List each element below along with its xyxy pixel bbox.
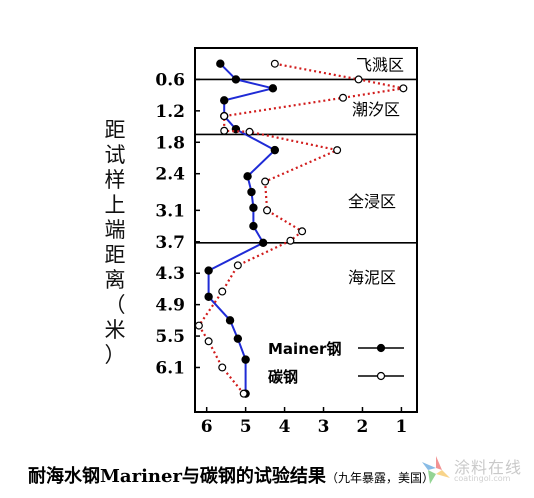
y-axis-label-char: 上 bbox=[104, 193, 126, 217]
zone-label: 飞溅区 bbox=[356, 56, 404, 75]
y-axis-label: 距试样上端距离（米） bbox=[100, 118, 130, 368]
figure-caption: 耐海水钢Mariner与碳钢的试验结果（九年暴露，美国） bbox=[28, 462, 434, 488]
data-point-carbon bbox=[204, 337, 213, 346]
data-point-mainer bbox=[268, 84, 278, 93]
zone-label: 全浸区 bbox=[348, 192, 396, 211]
y-axis-label-char: 试 bbox=[104, 143, 126, 167]
data-point-carbon bbox=[261, 177, 270, 186]
x-tick-label: 2 bbox=[357, 417, 369, 437]
data-point-mainer bbox=[270, 145, 280, 155]
data-point-mainer bbox=[247, 187, 256, 197]
x-tick-label: 4 bbox=[279, 417, 291, 437]
data-point-mainer bbox=[231, 75, 241, 84]
y-tick-label: 0.6 bbox=[155, 70, 185, 90]
watermark-logo-icon bbox=[422, 456, 450, 484]
data-point-mainer bbox=[204, 266, 213, 275]
x-tick-label: 1 bbox=[395, 417, 407, 437]
y-tick-label: 2.4 bbox=[155, 165, 185, 185]
data-point-carbon bbox=[399, 84, 408, 93]
watermark-text: 涂料在线 bbox=[454, 458, 523, 477]
data-point-mainer bbox=[258, 238, 268, 248]
legend-label: 碳钢 bbox=[268, 368, 298, 386]
y-tick-label: 3.7 bbox=[155, 233, 185, 253]
x-tick-label: 3 bbox=[318, 417, 330, 437]
y-axis-label-char: （ bbox=[104, 293, 126, 317]
data-point-carbon bbox=[218, 363, 227, 372]
y-tick-label: 4.9 bbox=[155, 296, 185, 316]
zone-label: 海泥区 bbox=[348, 268, 396, 287]
data-point-carbon bbox=[233, 261, 242, 270]
data-point-mainer bbox=[225, 316, 235, 325]
data-point-mainer bbox=[204, 292, 213, 301]
legend-marker bbox=[376, 371, 386, 381]
legend-marker bbox=[376, 343, 386, 353]
y-axis-label-char: 米 bbox=[104, 318, 126, 342]
data-point-mainer bbox=[233, 334, 243, 343]
x-tick-label: 5 bbox=[240, 417, 252, 437]
data-point-carbon bbox=[354, 75, 363, 84]
data-point-mainer bbox=[241, 355, 250, 364]
watermark-sub: coatingol.com bbox=[454, 474, 511, 483]
series-line-carbon bbox=[197, 62, 404, 395]
data-point-carbon bbox=[263, 206, 272, 215]
legend-label: Mainer钢 bbox=[268, 340, 341, 358]
data-point-carbon bbox=[339, 93, 348, 102]
y-tick-label: 4.3 bbox=[155, 264, 185, 284]
y-tick-label: 1.8 bbox=[155, 133, 185, 153]
zone-label: 潮汐区 bbox=[352, 100, 400, 119]
data-point-carbon bbox=[220, 126, 229, 135]
y-axis-label-char: 距 bbox=[104, 118, 126, 142]
x-tick-label: 6 bbox=[201, 417, 213, 437]
data-point-carbon bbox=[245, 127, 254, 136]
data-point-carbon bbox=[220, 112, 229, 121]
y-tick-label: 6.1 bbox=[155, 358, 185, 378]
series-line-mainer bbox=[207, 62, 277, 394]
data-point-carbon bbox=[270, 59, 279, 68]
data-point-carbon bbox=[218, 287, 227, 296]
data-point-mainer bbox=[220, 96, 229, 105]
y-axis-label-char: ） bbox=[104, 343, 126, 367]
y-axis-label-char: 端 bbox=[104, 218, 126, 242]
data-point-mainer bbox=[243, 172, 252, 181]
watermark: 涂料在线 coatingol.com bbox=[418, 452, 530, 492]
y-axis-label-char: 样 bbox=[104, 168, 126, 192]
y-tick-label: 3.1 bbox=[155, 201, 185, 221]
y-axis-label-char: 离 bbox=[104, 268, 126, 292]
data-point-carbon bbox=[239, 389, 248, 398]
data-point-mainer bbox=[249, 203, 258, 212]
plot-frame bbox=[194, 47, 418, 413]
data-point-carbon bbox=[298, 227, 307, 236]
y-tick-label: 1.2 bbox=[155, 102, 185, 122]
caption-main: 耐海水钢Mariner与碳钢的试验结果 bbox=[28, 466, 326, 487]
data-point-mainer bbox=[249, 221, 258, 231]
data-point-carbon bbox=[333, 146, 342, 155]
data-point-carbon bbox=[286, 236, 295, 245]
data-point-mainer bbox=[216, 59, 225, 68]
caption-note: （九年暴露，美国） bbox=[325, 471, 434, 485]
y-axis-label-char: 距 bbox=[104, 243, 126, 267]
data-point-carbon bbox=[195, 321, 203, 330]
y-tick-label: 5.5 bbox=[155, 327, 185, 347]
